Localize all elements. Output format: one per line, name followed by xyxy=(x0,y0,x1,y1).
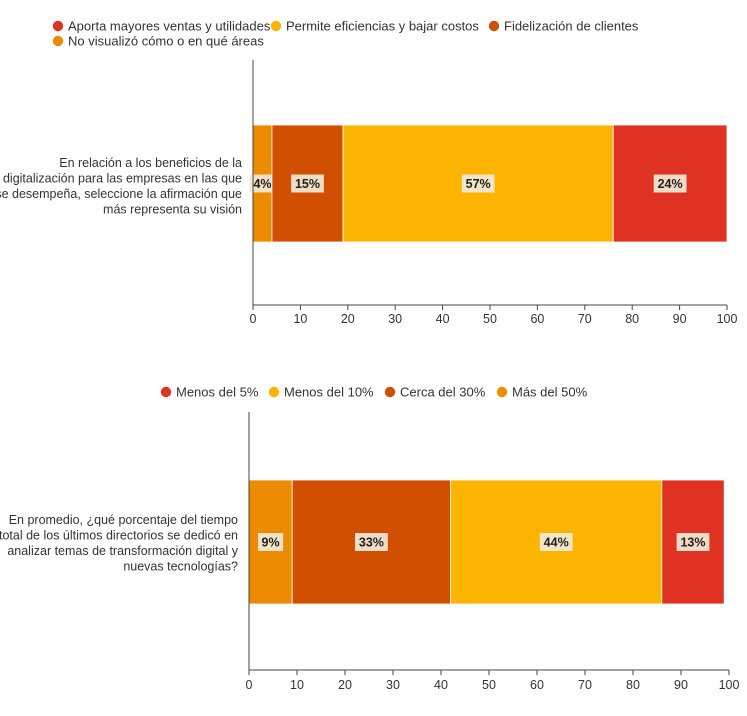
data-label-bg xyxy=(249,174,276,193)
chart-directory-time: Menos del 5% Menos del 10% Cerca del 30% Má… xyxy=(0,384,739,692)
data-label: 13% xyxy=(680,536,705,550)
data-label-bg xyxy=(291,174,324,193)
x-tick-label: 70 xyxy=(578,312,592,326)
chart-digital-benefits: Aporta mayores ventas y utilidades Permit… xyxy=(0,18,737,326)
data-label-bg xyxy=(461,174,495,193)
x-tick-label: 100 xyxy=(717,312,738,326)
legend-swatch-2 xyxy=(488,20,500,32)
data-label: 9% xyxy=(262,536,280,550)
question-line: digitalización para las empresas en las … xyxy=(3,172,242,186)
legend-swatch-2 xyxy=(384,386,396,398)
x-tick-label: 60 xyxy=(530,312,544,326)
data-label-bg xyxy=(355,533,388,551)
question-line: En promedio, ¿qué porcentaje del tiempo xyxy=(9,513,238,527)
x-tick-label: 80 xyxy=(626,678,640,692)
data-label: 57% xyxy=(466,177,491,191)
x-tick-label: 0 xyxy=(246,678,253,692)
data-label: 44% xyxy=(544,536,569,550)
legend-swatch-0 xyxy=(160,386,172,398)
legend-swatch-1 xyxy=(270,20,282,32)
question-line: analizar temas de transformación digital… xyxy=(7,544,238,558)
legend-label-1: Permite eficiencias y bajar costos xyxy=(286,18,479,33)
question-label: En promedio, ¿qué porcentaje del tiempo t… xyxy=(0,513,239,574)
data-label: 15% xyxy=(295,177,320,191)
legend-label-0: Aporta mayores ventas y utilidades xyxy=(68,18,271,33)
x-tick-label: 20 xyxy=(338,678,352,692)
x-tick-label: 70 xyxy=(578,678,592,692)
question-line: se desempeña, seleccione la afirmación q… xyxy=(0,187,242,201)
x-tick-label: 90 xyxy=(674,678,688,692)
x-tick-label: 30 xyxy=(388,312,402,326)
question-line: nuevas tecnologías? xyxy=(123,560,238,574)
legend-swatch-0 xyxy=(52,20,64,32)
x-tick-label: 10 xyxy=(290,678,304,692)
x-tick-label: 100 xyxy=(719,678,740,692)
x-tick-label: 90 xyxy=(673,312,687,326)
data-label: 4% xyxy=(253,177,271,191)
legend-swatch-3 xyxy=(52,35,64,47)
legend-label-1: Menos del 10% xyxy=(284,384,374,399)
legend-label-2: Cerca del 30% xyxy=(400,384,486,399)
data-label: 24% xyxy=(658,177,683,191)
legend-label-3: No visualizó cómo o en qué áreas xyxy=(68,33,264,48)
data-label: 33% xyxy=(359,536,384,550)
data-label-bg xyxy=(676,533,710,551)
legend-swatch-3 xyxy=(496,386,508,398)
x-tick-label: 20 xyxy=(341,312,355,326)
question-label: En relación a los beneficios de la digita… xyxy=(0,156,242,217)
x-tick-label: 40 xyxy=(434,678,448,692)
question-line: total de los últimos directorios se dedi… xyxy=(0,529,238,543)
x-tick-label: 30 xyxy=(386,678,400,692)
legend-label-0: Menos del 5% xyxy=(176,384,259,399)
x-tick-label: 0 xyxy=(250,312,257,326)
data-label-bg xyxy=(258,533,284,551)
x-tick-label: 40 xyxy=(436,312,450,326)
data-label-bg xyxy=(539,533,573,551)
x-tick-label: 50 xyxy=(482,678,496,692)
legend-label-2: Fidelización de clientes xyxy=(504,18,639,33)
x-tick-label: 10 xyxy=(293,312,307,326)
question-line: más representa su visión xyxy=(103,203,242,217)
data-label-bg xyxy=(653,174,687,193)
x-tick-label: 50 xyxy=(483,312,497,326)
legend-swatch-1 xyxy=(268,386,280,398)
question-line: En relación a los beneficios de la xyxy=(59,156,242,170)
legend-label-3: Más del 50% xyxy=(512,384,588,399)
x-tick-label: 60 xyxy=(530,678,544,692)
x-tick-label: 80 xyxy=(625,312,639,326)
